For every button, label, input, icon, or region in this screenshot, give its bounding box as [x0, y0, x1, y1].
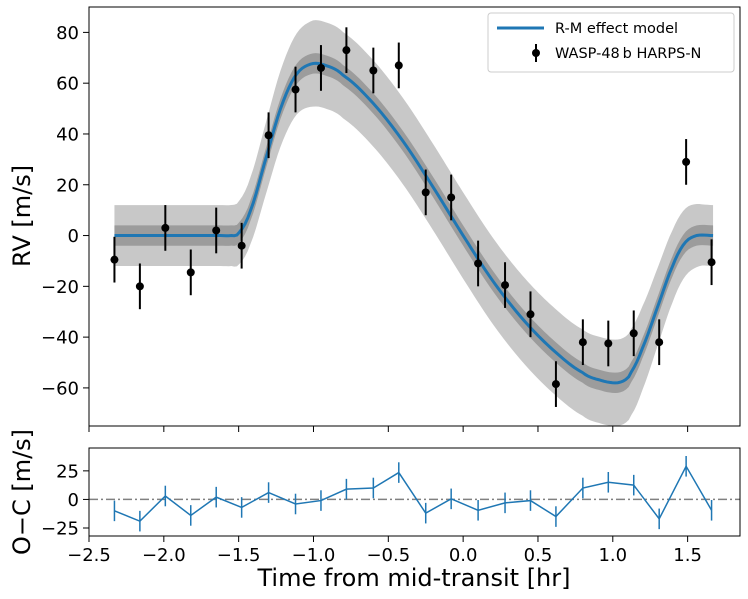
rv-data-point: [604, 339, 613, 348]
rv-y-ticks: 80 60 40 20 0 −20 −40 −60: [41, 23, 89, 399]
residuals-line: [114, 464, 713, 523]
rv-y-tick-label: 0: [68, 226, 79, 247]
rv-y-tick-label: 40: [56, 124, 79, 145]
rv-data-point: [551, 380, 560, 389]
rv-data-point: [578, 338, 587, 347]
residuals-y-axis-title: O−C [m/s]: [8, 429, 36, 555]
model-outer-band: [114, 20, 714, 426]
rv-data-point: [629, 329, 638, 338]
x-tick-label: −1.5: [217, 545, 261, 566]
rv-y-tick-label: −20: [41, 277, 79, 298]
rv-data-point: [447, 193, 456, 202]
rv-data-point: [655, 338, 664, 347]
rv-x-ticks: [88, 426, 689, 432]
residuals-y-tick-label: 25: [56, 461, 79, 482]
x-tick-label: 1.5: [673, 545, 702, 566]
rv-data-point: [682, 157, 691, 166]
legend-model-label: R-M effect model: [555, 21, 678, 37]
rv-y-tick-label: 60: [56, 74, 79, 95]
residuals-panel: 250−25 −2.5 −2.0 −1.5 −1.0 −0.5 0.0 0.5 1.0 1.5 …: [8, 429, 741, 592]
rv-y-tick-label: −60: [41, 378, 79, 399]
legend-data-swatch-marker: [532, 49, 540, 57]
legend-box: [487, 12, 735, 73]
x-tick-label: −2.5: [67, 545, 111, 566]
rv-data-point: [135, 282, 144, 291]
residuals-plot-area: [89, 456, 740, 532]
residuals-y-tick-label: −25: [41, 519, 79, 540]
rv-y-tick-label: 80: [56, 23, 79, 44]
rv-plot-area: [110, 20, 716, 426]
legend-data-label: WASP-48 b HARPS-N: [555, 46, 701, 62]
rv-data-point: [342, 46, 351, 55]
x-axis-title: Time from mid-transit [hr]: [257, 564, 571, 592]
rv-data-point: [501, 281, 510, 290]
x-tick-label: −1.0: [292, 545, 336, 566]
rv-data-point: [264, 131, 273, 140]
x-tick-label: 0.5: [524, 545, 553, 566]
residuals-y-tick-label: 0: [68, 490, 79, 511]
rv-data-point: [526, 310, 535, 319]
rv-y-axis-title: RV [m/s]: [8, 165, 36, 267]
x-tick-label: 1.0: [598, 545, 627, 566]
residuals-axes-frame: [88, 447, 741, 537]
rv-data-point: [291, 85, 300, 94]
legend: R-M effect model WASP-48 b HARPS-N: [487, 12, 735, 73]
rv-axes-frame: [88, 6, 741, 427]
rv-data-point: [186, 268, 195, 277]
rv-data-point: [161, 223, 170, 232]
rv-data-point: [237, 241, 246, 250]
x-tick-label: −2.0: [142, 545, 186, 566]
rv-data-point: [212, 226, 221, 235]
residuals-y-ticks: 25 0 −25: [41, 461, 89, 540]
rv-data-point: [707, 258, 716, 267]
rv-data-point: [110, 255, 119, 264]
model-line: [114, 61, 714, 385]
x-tick-label: −0.5: [366, 545, 410, 566]
rv-y-tick-label: 20: [56, 175, 79, 196]
rv-data-point: [394, 61, 403, 70]
rv-data-point: [421, 188, 430, 197]
x-tick-label: 0.0: [449, 545, 478, 566]
residuals-x-ticks: −2.5 −2.0 −1.5 −1.0 −0.5 0.0 0.5 1.0 1.5: [67, 536, 702, 566]
rv-data-point: [316, 63, 325, 72]
rv-data-point: [369, 66, 378, 75]
rv-data-point: [474, 259, 483, 268]
rv-panel: 80 60 40 20 0 −20 −40 −60 RV [m/s] R-M effect m…: [8, 6, 741, 432]
rv-y-tick-label: −40: [41, 328, 79, 349]
